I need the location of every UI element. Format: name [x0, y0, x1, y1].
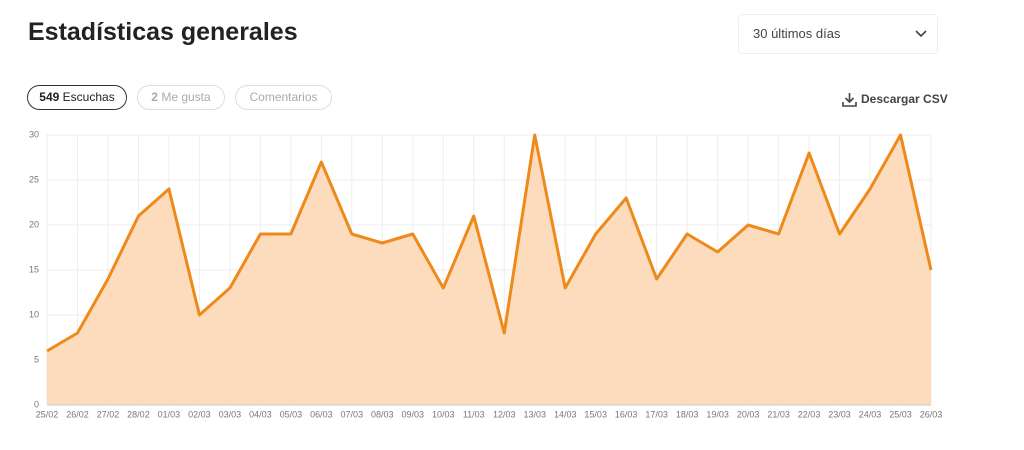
x-tick-label: 24/03: [859, 409, 882, 419]
y-tick-label: 30: [29, 129, 39, 139]
y-tick-label: 0: [34, 399, 39, 409]
x-tick-label: 15/03: [584, 409, 607, 419]
tab-count: 2: [151, 90, 158, 104]
x-tick-label: 06/03: [310, 409, 333, 419]
x-tick-label: 22/03: [798, 409, 821, 419]
x-tick-label: 23/03: [828, 409, 851, 419]
x-tick-label: 10/03: [432, 409, 455, 419]
line: [46, 133, 933, 353]
x-tick-label: 26/02: [66, 409, 89, 419]
y-tick-label: 5: [34, 354, 39, 364]
x-tick-label: 01/03: [158, 409, 181, 419]
download-label: Descargar CSV: [861, 92, 948, 106]
x-tick-label: 18/03: [676, 409, 699, 419]
x-tick-label: 16/03: [615, 409, 638, 419]
period-label: 30 últimos días: [753, 26, 841, 41]
x-tick-label: 05/03: [280, 409, 303, 419]
x-tick-label: 25/02: [36, 409, 59, 419]
x-tick-label: 19/03: [706, 409, 729, 419]
x-tick-label: 11/03: [463, 409, 485, 419]
x-tick-label: 03/03: [219, 409, 242, 419]
x-tick-label: 20/03: [737, 409, 760, 419]
x-tick-label: 13/03: [523, 409, 546, 419]
tab-label: Comentarios: [249, 90, 318, 104]
y-tick-label: 15: [29, 264, 39, 274]
x-tick-label: 04/03: [249, 409, 272, 419]
x-tick-label: 25/03: [889, 409, 912, 419]
tab-comments[interactable]: Comentarios: [235, 85, 332, 110]
x-tick-label: 26/03: [920, 409, 943, 419]
y-tick-label: 20: [29, 219, 39, 229]
x-tick-label: 27/02: [97, 409, 120, 419]
download-button[interactable]: Descargar CSV: [842, 90, 948, 108]
download-icon: [842, 93, 857, 108]
tab-count: 549: [39, 90, 60, 104]
chevron: [915, 30, 927, 38]
x-tick-label: 28/02: [127, 409, 150, 419]
tab-plays[interactable]: 549 Escuchas: [27, 85, 127, 110]
tab-likes[interactable]: 2 Me gusta: [137, 85, 225, 110]
x-tick-label: 09/03: [402, 409, 425, 419]
tab-label: Escuchas: [62, 90, 115, 104]
y-tick-label: 25: [29, 174, 39, 184]
x-tick-label: 12/03: [493, 409, 516, 419]
x-tick-label: 08/03: [371, 409, 394, 419]
x-tick-label: 14/03: [554, 409, 577, 419]
page-title: Estadísticas generales: [28, 18, 298, 46]
x-tick-label: 17/03: [645, 409, 668, 419]
period-select[interactable]: 30 últimos días: [738, 14, 938, 54]
x-tick-label: 21/03: [767, 409, 790, 419]
x-tick-label: 02/03: [188, 409, 211, 419]
area: [47, 135, 931, 405]
tab-label: Me gusta: [161, 90, 211, 104]
y-tick-label: 10: [29, 309, 39, 319]
x-tick-label: 07/03: [341, 409, 364, 419]
